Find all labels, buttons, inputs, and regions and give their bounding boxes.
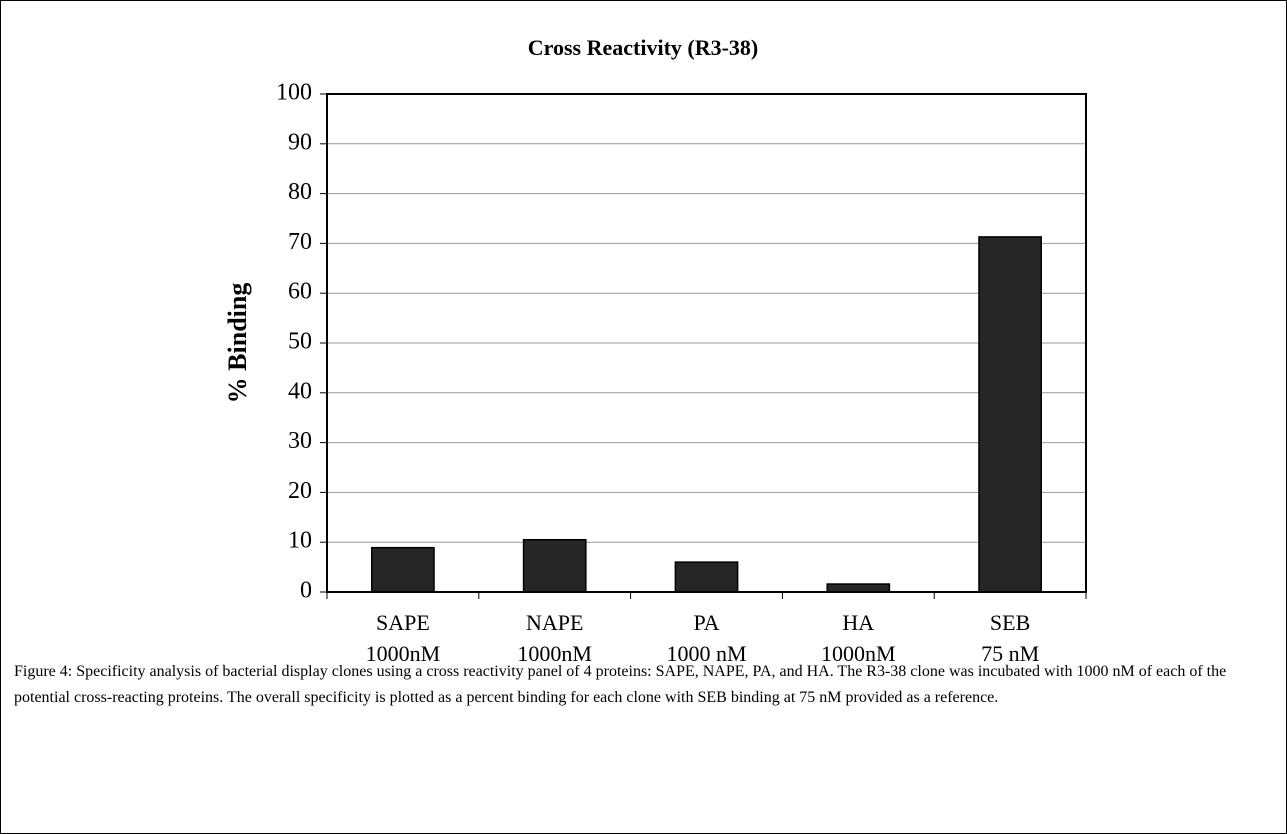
x-tick-label-line: HA bbox=[842, 610, 874, 635]
x-tick-label-line: 1000 nM bbox=[666, 641, 746, 666]
x-tick-label-line: SAPE bbox=[376, 610, 430, 635]
chart-title: Cross Reactivity (R3-38) bbox=[528, 35, 759, 60]
y-axis-label: % Binding bbox=[223, 283, 252, 404]
x-tick-label-line: PA bbox=[693, 610, 719, 635]
y-tick-label: 20 bbox=[288, 478, 312, 504]
x-tick-label: HA 1000nM bbox=[821, 610, 896, 666]
y-tick-label: 50 bbox=[288, 329, 312, 355]
bar bbox=[522, 538, 587, 593]
x-tick-label-line: 75 nM bbox=[981, 641, 1039, 666]
y-tick-label: 90 bbox=[288, 129, 312, 155]
x-tick-label: NAPE 1000nM bbox=[517, 610, 592, 666]
bar bbox=[826, 583, 891, 593]
x-tick-label-line: 1000nM bbox=[821, 641, 896, 666]
y-tick-label: 60 bbox=[288, 279, 312, 305]
y-tick-label: 100 bbox=[276, 80, 312, 106]
x-tick-label-line: SEB bbox=[990, 610, 1030, 635]
x-tick-label-line: 1000nM bbox=[366, 641, 441, 666]
bar bbox=[674, 561, 739, 593]
bar bbox=[371, 546, 435, 593]
x-tick-label-line: NAPE bbox=[526, 610, 583, 635]
x-tick-label: PA 1000 nM bbox=[666, 610, 746, 666]
y-tick-label: 0 bbox=[300, 578, 312, 604]
y-tick-label: 40 bbox=[288, 378, 312, 404]
x-tick-label: SEB 75 nM bbox=[981, 610, 1039, 666]
x-tick-label-line: 1000nM bbox=[517, 641, 592, 666]
y-tick-label: 10 bbox=[288, 528, 312, 554]
bar bbox=[978, 236, 1042, 593]
plot-border bbox=[326, 93, 1087, 593]
caption: Figure 4: Specificity analysis of bacter… bbox=[14, 663, 1227, 706]
x-tick-label: SAPE 1000nM bbox=[366, 610, 441, 666]
y-tick-label: 30 bbox=[288, 428, 312, 454]
y-tick-label: 70 bbox=[288, 229, 312, 255]
y-tick-label: 80 bbox=[288, 179, 312, 205]
